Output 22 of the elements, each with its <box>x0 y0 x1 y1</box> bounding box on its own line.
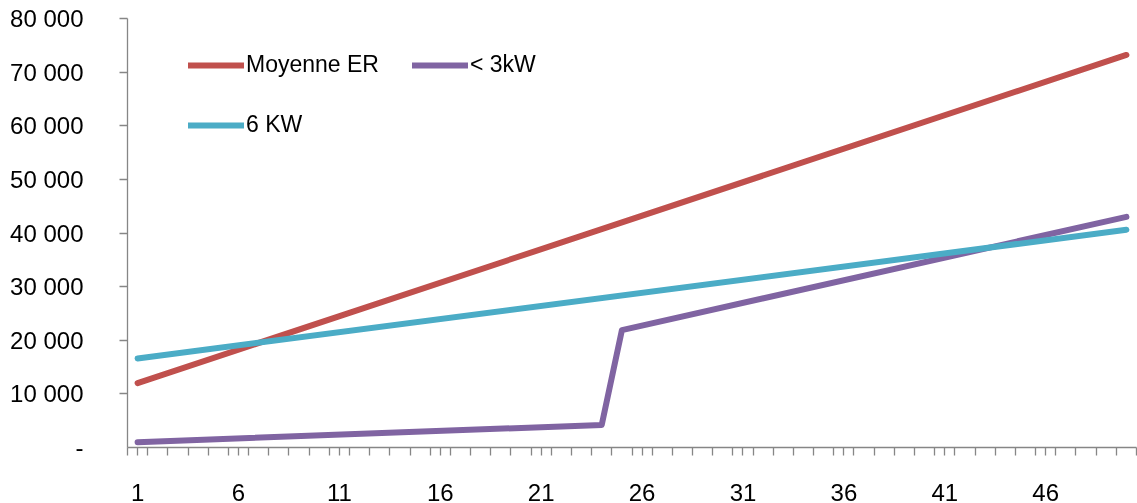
legend-label: < 3kW <box>469 51 536 78</box>
x-tick-label: 6 <box>231 478 246 503</box>
y-tick-label: - <box>75 434 84 461</box>
legend-label: Moyenne ER <box>246 51 379 78</box>
x-tick-label: 26 <box>628 478 656 503</box>
y-tick-label: 20 000 <box>10 326 84 354</box>
x-tick-label: 1 <box>130 478 145 503</box>
y-tick-label: 50 000 <box>10 165 84 193</box>
x-tick-label: 31 <box>729 478 757 503</box>
x-tick-label: 46 <box>1032 478 1060 503</box>
y-tick-label: 30 000 <box>10 273 84 301</box>
y-tick-label: 70 000 <box>10 58 84 86</box>
y-tick-label: 10 000 <box>10 380 84 408</box>
x-tick-label: 16 <box>426 478 454 503</box>
y-tick-label: 40 000 <box>10 219 84 247</box>
y-tick-label: 60 000 <box>10 112 84 140</box>
x-tick-label: 21 <box>527 478 555 503</box>
legend-label: 6 KW <box>246 111 303 138</box>
y-tick-label: 80 000 <box>10 5 84 32</box>
x-tick-label: 36 <box>830 478 858 503</box>
x-tick-label: 41 <box>931 478 959 503</box>
x-tick-label: 11 <box>326 478 352 503</box>
